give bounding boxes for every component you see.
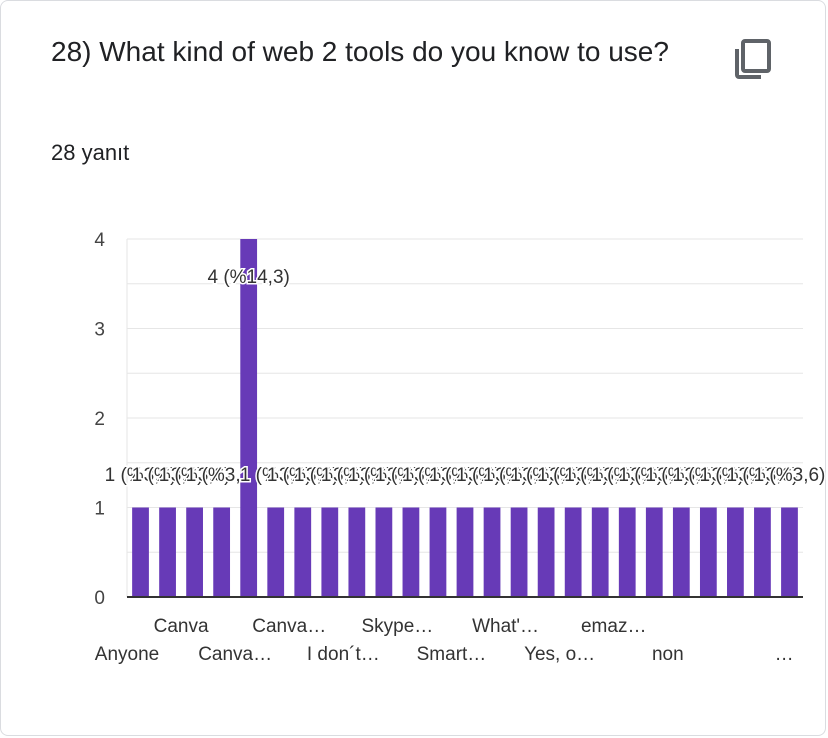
bar [699, 507, 717, 597]
bar [267, 507, 285, 597]
y-tick-label: 3 [94, 320, 105, 341]
data-label: 1 (%3,6) [456, 465, 528, 486]
data-label: 1 (%3,6) [132, 465, 204, 486]
bar [618, 507, 636, 597]
x-tick-label: I don´t… [307, 644, 380, 665]
data-label: 1 (%3,6) [672, 465, 744, 486]
bar [321, 507, 339, 597]
bar [727, 507, 744, 597]
bar [294, 507, 312, 597]
bar [672, 507, 690, 597]
data-label: 1 (%3,6) [105, 465, 177, 486]
data-label: 1 (%3,6) [537, 465, 609, 486]
data-label: 1 (%3,6) [699, 465, 771, 486]
x-tick-label: Yes, o… [524, 644, 595, 665]
data-label: 1 (%3,6) [754, 465, 826, 486]
bar [645, 507, 663, 597]
bar [240, 239, 258, 597]
data-label: 1 (%3,6) [591, 465, 663, 486]
data-label: 1 (%3,6) [348, 465, 420, 486]
bar [186, 507, 203, 597]
data-label: 1 (%3,6) [294, 465, 366, 486]
bar [781, 507, 798, 597]
data-label: 1 (%3,6) [483, 465, 555, 486]
bar [159, 507, 176, 597]
bar [537, 507, 555, 597]
bar [754, 507, 771, 597]
bar [510, 507, 528, 597]
bar [483, 507, 501, 597]
y-tick-label: 0 [94, 588, 105, 609]
data-label: 1 (%3,6) [240, 465, 312, 486]
data-label: 1 (%3,6) [375, 465, 447, 486]
bar [348, 507, 366, 597]
data-label: 1 (%3,6) [727, 465, 799, 486]
data-label: 1 (%3,6) [267, 465, 339, 486]
x-tick-label: … [775, 644, 794, 665]
x-tick-label: emaz… [581, 616, 646, 637]
question-title: 28) What kind of web 2 tools do you know… [51, 36, 669, 67]
bar [564, 507, 582, 597]
y-tick-label: 1 [94, 499, 105, 520]
bar [213, 507, 231, 597]
bar [402, 507, 420, 597]
x-tick-label: non [652, 644, 684, 665]
data-label: 1 (%3,6) [645, 465, 717, 486]
response-count: 28 yanıt [51, 140, 130, 165]
copy-chart-icon[interactable] [729, 35, 777, 83]
x-tick-label: What'… [472, 616, 539, 637]
y-tick-label: 2 [94, 409, 105, 430]
y-tick-label: 4 [94, 230, 105, 251]
x-tick-label: Canva… [198, 644, 272, 665]
bar [429, 507, 447, 597]
x-tick-label: Canva [154, 616, 209, 637]
data-label: 1 (%3,6) [510, 465, 582, 486]
data-label: 1 (%3,6) [159, 465, 231, 486]
data-label: 1 (%3,6) [564, 465, 636, 486]
data-label: 1 (%3,6) [429, 465, 501, 486]
x-tick-label: Skype… [361, 616, 433, 637]
data-label: 1 (%3,6) [402, 465, 474, 486]
bar [132, 507, 149, 597]
data-label: 4 (%14,3) [207, 267, 289, 288]
bar [375, 507, 393, 597]
x-tick-label: Smart… [417, 644, 487, 665]
bar [591, 507, 609, 597]
data-label: 1 (%3,6) [321, 465, 393, 486]
x-tick-label: Anyone [95, 644, 159, 665]
bar [456, 507, 474, 597]
data-label: 1 (%3,6) [618, 465, 690, 486]
x-tick-label: Canva… [252, 616, 326, 637]
